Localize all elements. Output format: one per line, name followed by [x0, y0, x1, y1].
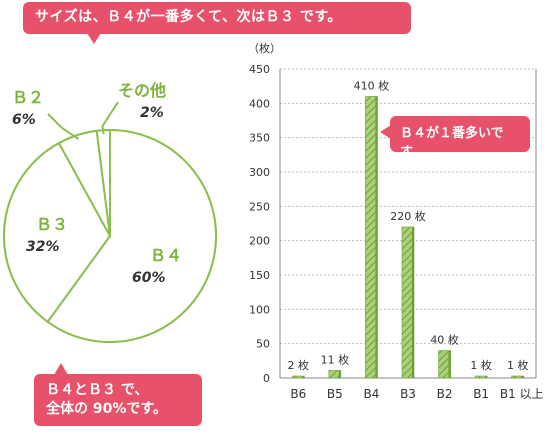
bar-data-label: 40 枚	[430, 333, 459, 347]
x-category-label: B1 以上	[500, 387, 544, 401]
pie-chart: Ｂ４ 60% Ｂ３ 32% Ｂ２ 6% その他 2%	[3, 81, 217, 343]
bar-data-label: 2 枚	[288, 358, 310, 372]
y-tick-label: 200	[249, 235, 270, 248]
y-tick-label: 150	[249, 269, 270, 282]
callout-bar-note: Ｂ４が１番多いです。	[380, 116, 530, 160]
y-tick-label: 50	[256, 338, 270, 351]
bar-data-label: 11 枚	[321, 352, 350, 366]
pie-slice-percent: 6%	[12, 112, 36, 128]
pie-slice-percent: 32%	[26, 239, 60, 255]
y-tick-label: 250	[249, 200, 270, 213]
bar-shadow	[338, 370, 341, 378]
pie-slice-percent: 2%	[140, 105, 164, 121]
x-category-label: B5	[327, 387, 343, 401]
callout-tail	[54, 363, 68, 375]
bar-data-label: 1 枚	[507, 358, 529, 372]
callout-tail	[87, 33, 101, 44]
pie-slice-percent: 60%	[132, 270, 166, 286]
callout-tail	[380, 125, 391, 139]
x-category-label: B6	[290, 387, 306, 401]
bar-data-label: 1 枚	[470, 358, 492, 372]
bar-shadow	[448, 350, 451, 378]
callout-bottom: Ｂ４とＢ３ で、 全体の 90%です。	[34, 363, 202, 426]
pie-slice-label: Ｂ３	[36, 215, 68, 234]
callout-bottom-line1: Ｂ４とＢ３ で、	[46, 382, 149, 398]
pie-slice	[46, 128, 217, 343]
pie-slice-label: Ｂ２	[12, 88, 44, 107]
y-tick-label: 350	[249, 132, 270, 145]
x-category-label: B4	[363, 387, 379, 401]
pie-slice-label: その他	[118, 81, 166, 100]
y-tick-label: 300	[249, 166, 270, 179]
leader-line	[101, 101, 119, 135]
callout-top-text: サイズは、Ｂ４が一番多くて、次はＢ３ です。	[35, 9, 342, 25]
leader-line	[47, 113, 80, 140]
x-category-label: B2	[437, 387, 453, 401]
pie-slice	[3, 141, 112, 324]
bar-data-label: 220 枚	[390, 209, 426, 223]
y-axis-unit-label: （枚）	[248, 41, 281, 55]
x-category-label: B1	[473, 387, 489, 401]
callout-bottom-line2: 全体の 90%です。	[46, 401, 167, 417]
callout-bar-note-text: Ｂ４が１番多いです。	[400, 126, 504, 160]
x-category-label: B3	[400, 387, 416, 401]
bar-shadow	[375, 96, 378, 378]
bar-shadow	[412, 226, 414, 378]
pie-slice-label: Ｂ４	[150, 246, 182, 265]
y-tick-label: 450	[249, 63, 270, 76]
bar-shadow	[485, 376, 488, 378]
y-tick-label: 0	[263, 372, 270, 385]
bar-data-label: 410 枚	[354, 78, 390, 92]
bar-shadow	[302, 376, 305, 378]
bar-chart: （枚） 0 50 100 150 200 250 300 350 400 450 2 枚 B6 11 枚 B…	[248, 41, 544, 401]
callout-top: サイズは、Ｂ４が一番多くて、次はＢ３ です。	[23, 2, 411, 44]
y-tick-label: 400	[249, 97, 270, 110]
bar-shadow	[521, 376, 524, 378]
y-tick-label: 100	[249, 303, 270, 316]
